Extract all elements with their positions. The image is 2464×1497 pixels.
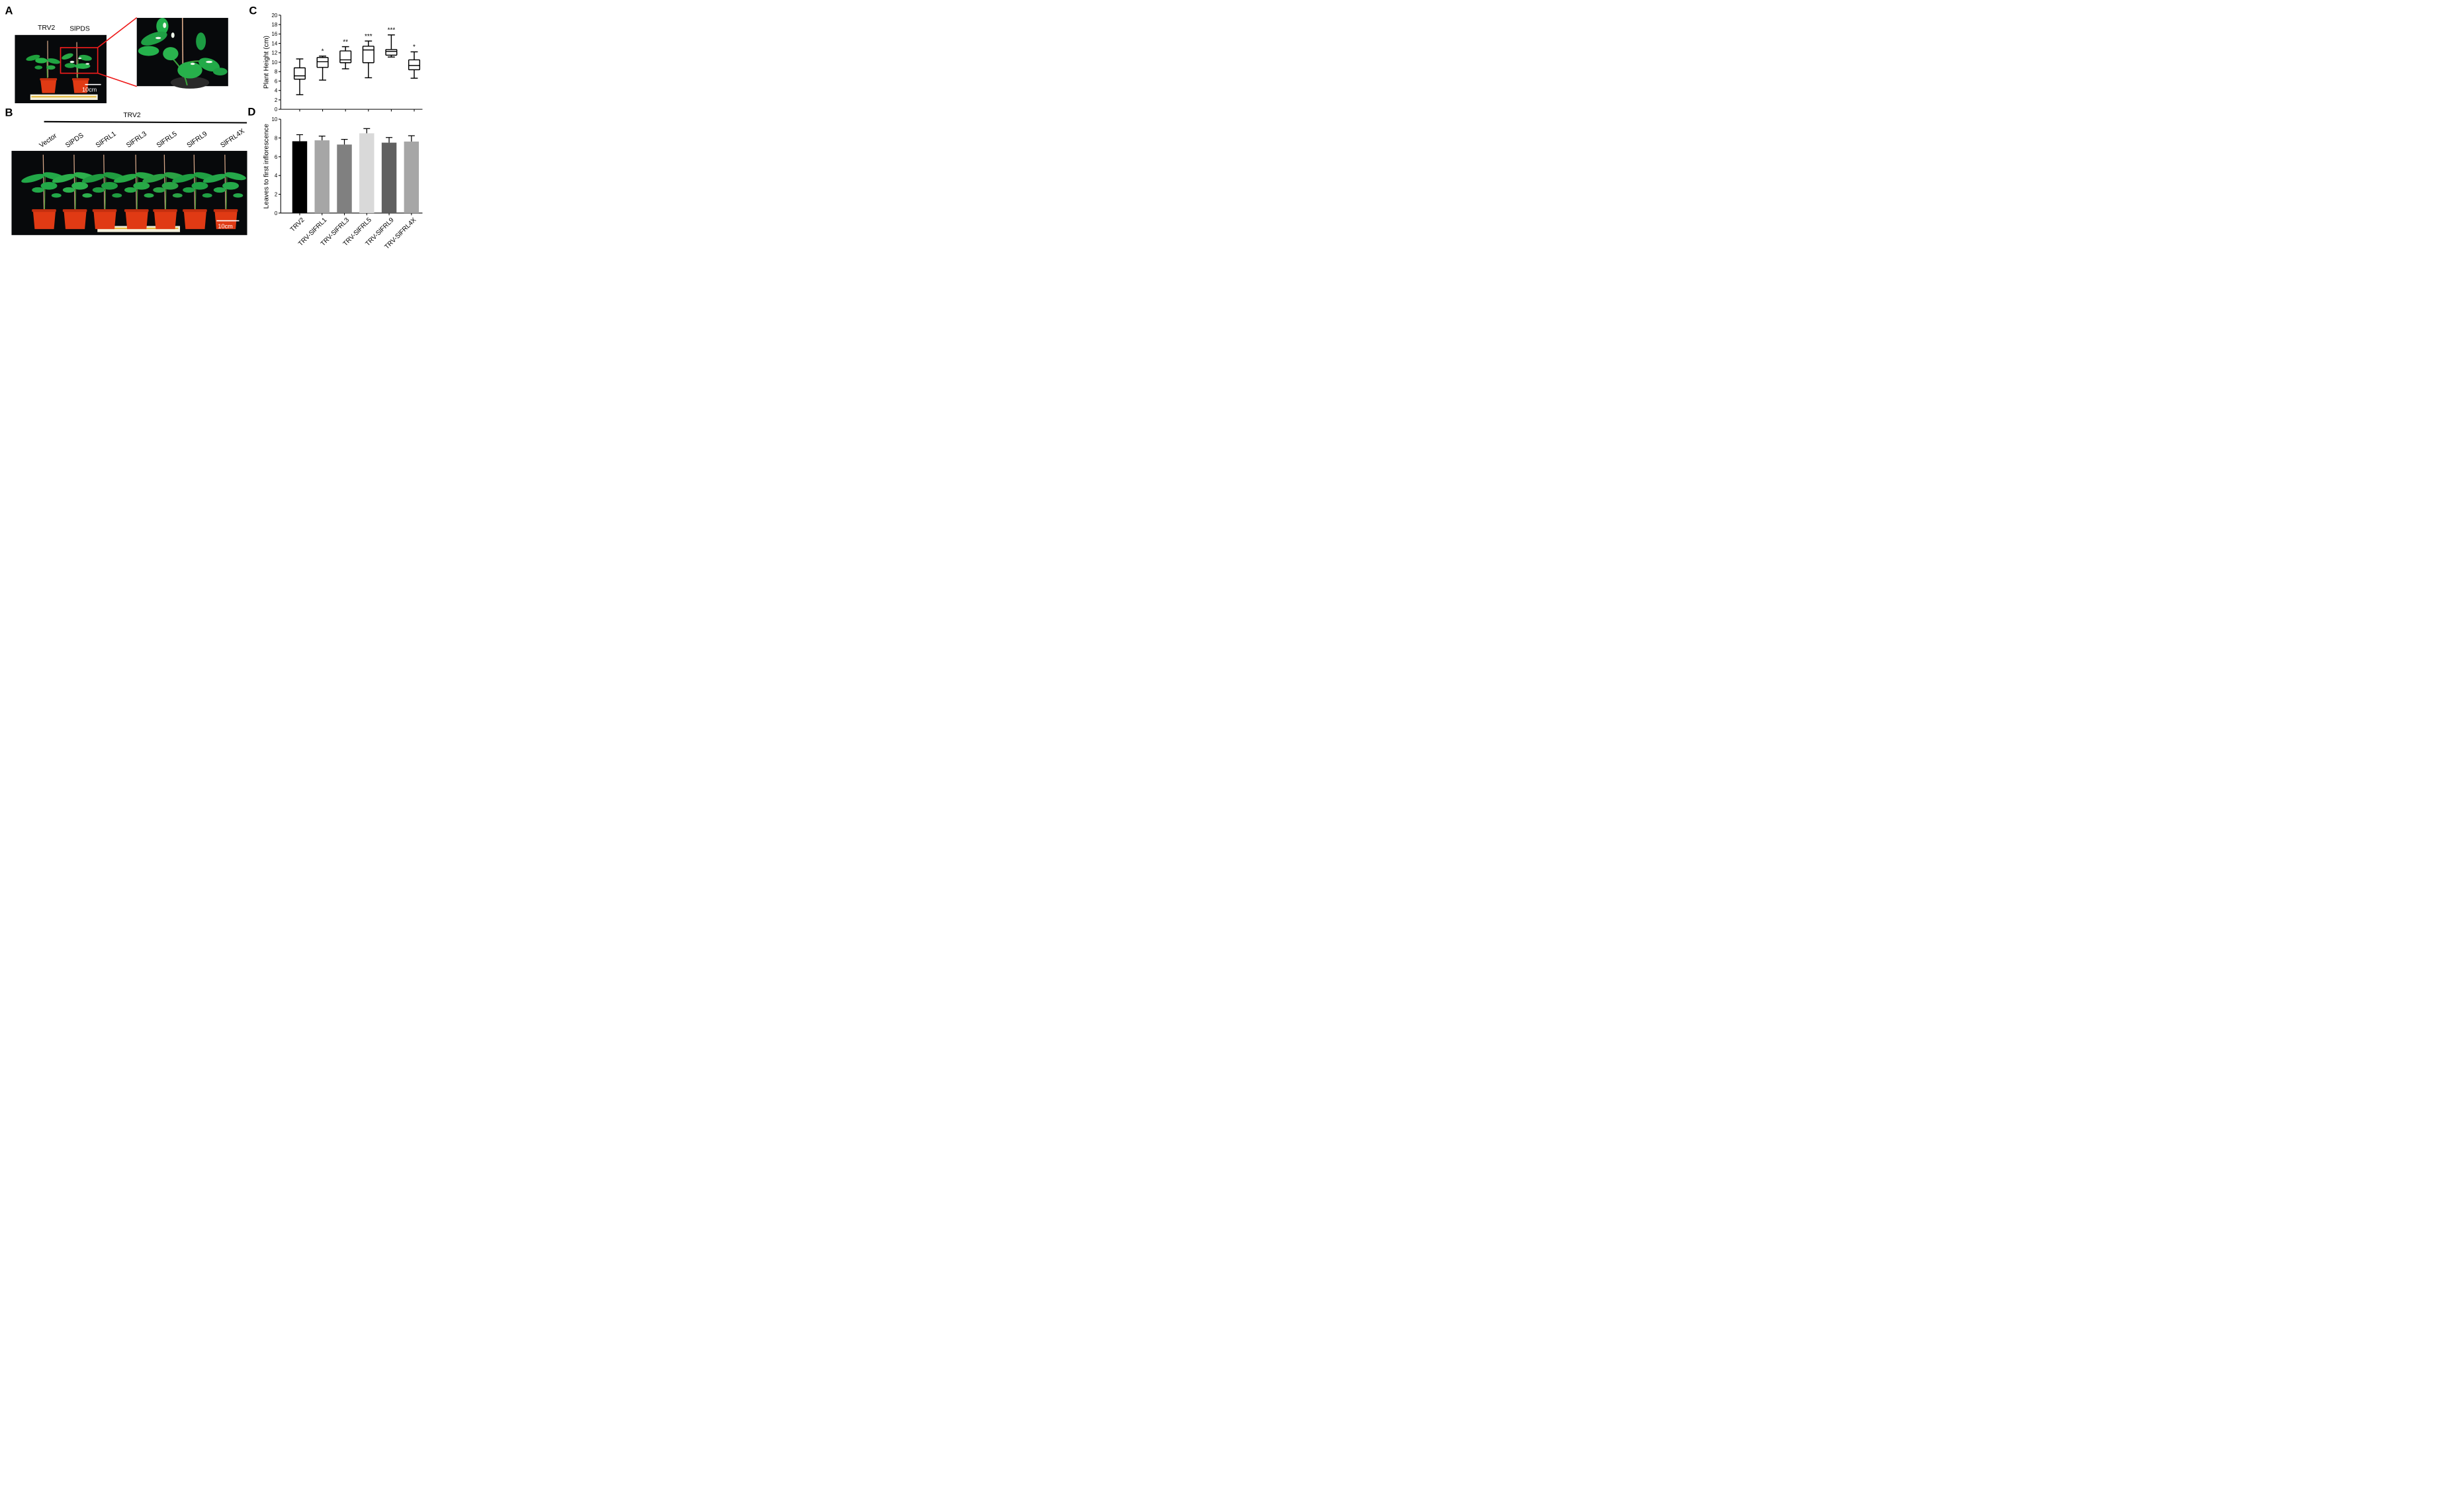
photo-b-labels: Vector SlPDS SlFRL1 SlFRL3 SlFRL5 SlFRL9 SlFRL… <box>38 128 246 150</box>
photo-b-label: SlPDS <box>64 132 85 150</box>
photo-a: 10cm <box>15 34 107 103</box>
chart-c-ylabel: Plant Height (cm) <box>263 36 271 89</box>
chart-d-ylabel: Leaves to first inflorescence <box>263 124 271 209</box>
photo-b-group-line <box>44 120 247 124</box>
figure-stage: A TRV2 SlPDS 10cm <box>0 0 1025 623</box>
chart-c-ytick-label: 2 <box>275 97 277 103</box>
chart-c-ytick-label: 20 <box>271 13 277 19</box>
photo-a-scale-label: 10cm <box>82 87 97 93</box>
photo-a-zoom <box>136 18 228 89</box>
chart-c-ytick-label: 8 <box>275 69 278 75</box>
chart-c-significance: *** <box>365 33 373 40</box>
chart-d: 0246810TRV2TRV-SlFRL1TRV-SlFRL3TRV-SlFRL… <box>271 116 423 251</box>
panel-b-letter: B <box>5 107 13 119</box>
chart-c-significance: ** <box>343 38 348 46</box>
zoom-line-bottom <box>97 72 137 87</box>
chart-c-box <box>293 58 306 95</box>
chart-d-bar <box>337 144 352 213</box>
chart-d-ytick-label: 4 <box>275 173 278 179</box>
chart-c-ytick-label: 16 <box>271 31 277 37</box>
zoom-region-box <box>60 47 99 74</box>
panel-a-letter: A <box>5 5 13 17</box>
chart-d-bar <box>404 141 419 213</box>
chart-c-significance: * <box>322 48 324 56</box>
chart-d-ytick-label: 8 <box>275 135 278 141</box>
figure: A TRV2 SlPDS 10cm <box>5 5 423 251</box>
panel-c-letter: C <box>249 5 257 17</box>
zoom-line-top <box>97 17 138 48</box>
chart-d-ytick-label: 2 <box>275 191 277 197</box>
chart-c-significance: * <box>413 44 416 51</box>
chart-c-ytick-label: 6 <box>275 78 278 84</box>
chart-c-ytick-label: 4 <box>275 88 278 94</box>
chart-d-ytick-label: 0 <box>275 210 278 216</box>
chart-c-significance: *** <box>388 27 396 34</box>
photo-b-group-label: TRV2 <box>123 112 141 119</box>
chart-c-ytick-label: 10 <box>271 60 277 66</box>
chart-c-ytick-label: 14 <box>271 40 277 46</box>
photo-a-label-slpds: SlPDS <box>69 26 90 33</box>
chart-c-box <box>316 56 329 81</box>
chart-c-box <box>385 34 398 58</box>
photo-b-scale-label: 10cm <box>218 223 233 230</box>
chart-c-box <box>339 46 352 69</box>
chart-d-ytick-label: 6 <box>275 154 278 160</box>
photo-b: 10cm <box>11 150 247 236</box>
chart-c-ytick-label: 0 <box>275 107 278 113</box>
chart-d-ytick-label: 10 <box>271 116 277 122</box>
photo-b-label: SlFRL9 <box>186 130 209 150</box>
chart-c-box <box>408 51 421 79</box>
photo-b-label: Vector <box>38 132 59 150</box>
photo-b-label: SlFRL3 <box>125 130 148 150</box>
chart-c-ytick-label: 18 <box>271 22 277 28</box>
chart-c-box <box>362 40 374 79</box>
photo-b-label: SlFRL1 <box>95 130 118 150</box>
chart-d-bar <box>381 142 397 213</box>
chart-d-bar <box>359 133 374 213</box>
photo-b-label: SlFRL5 <box>155 130 179 150</box>
panel-d-letter: D <box>247 106 255 118</box>
photo-b-label: SlFRL4X <box>219 128 245 150</box>
chart-d-bar <box>292 141 308 213</box>
photo-a-label-trv2: TRV2 <box>38 24 56 32</box>
chart-c-ytick-label: 12 <box>271 50 277 56</box>
chart-d-category-label: TRV2 <box>289 216 306 234</box>
chart-d-bar <box>314 140 330 213</box>
